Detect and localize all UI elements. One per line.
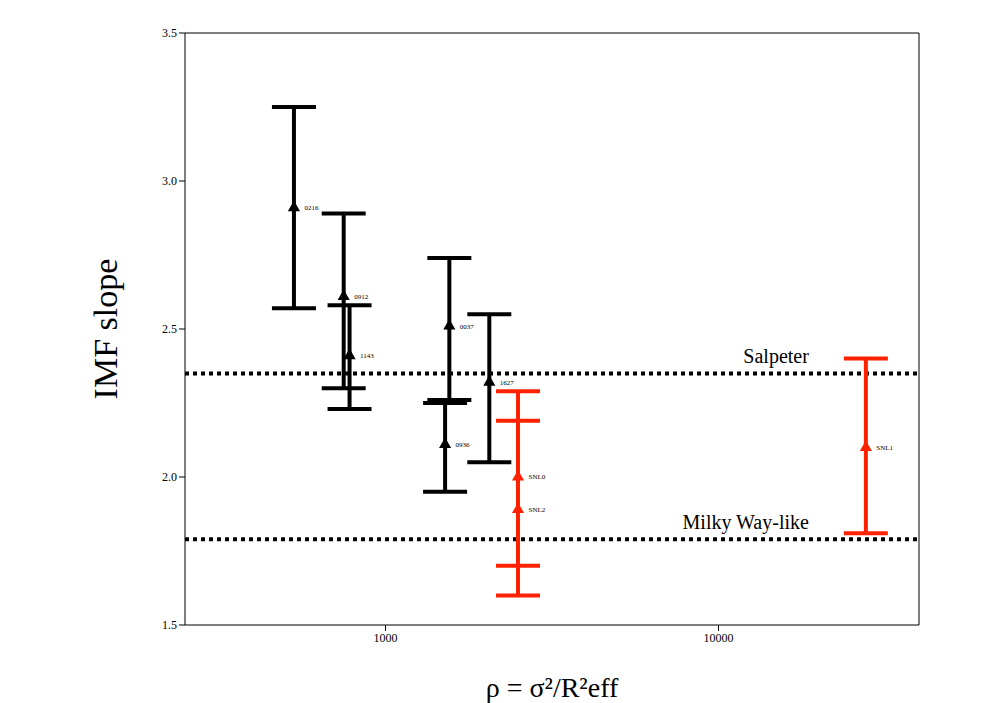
svg-text:1627: 1627: [500, 379, 515, 387]
svg-text:0037: 0037: [460, 323, 475, 331]
svg-text:3.0: 3.0: [162, 174, 177, 188]
svg-text:1.5: 1.5: [162, 618, 177, 632]
svg-text:3.5: 3.5: [162, 26, 177, 40]
svg-text:1000: 1000: [373, 631, 397, 645]
svg-text:0912: 0912: [354, 293, 369, 301]
svg-text:2.0: 2.0: [162, 470, 177, 484]
svg-text:SNL0: SNL0: [529, 473, 546, 481]
svg-text:10000: 10000: [704, 631, 734, 645]
svg-text:ρ = σ²/R²eff: ρ = σ²/R²eff: [486, 672, 619, 703]
svg-text:Milky Way-like: Milky Way-like: [683, 511, 809, 534]
svg-text:1143: 1143: [360, 352, 374, 360]
svg-text:2.5: 2.5: [162, 322, 177, 336]
svg-text:SNL1: SNL1: [876, 444, 893, 452]
svg-text:IMF slope: IMF slope: [87, 259, 124, 400]
svg-text:0936: 0936: [456, 441, 471, 449]
svg-text:SNL2: SNL2: [529, 506, 546, 514]
svg-text:0216: 0216: [304, 204, 319, 212]
svg-text:Salpeter: Salpeter: [743, 345, 809, 368]
